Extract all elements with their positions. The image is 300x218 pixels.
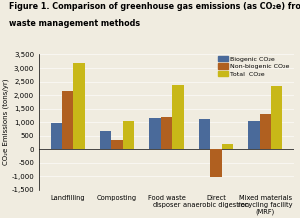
Bar	[210, 149, 222, 177]
Bar	[222, 144, 233, 149]
Bar	[51, 123, 62, 149]
Bar	[172, 85, 184, 149]
Bar	[161, 117, 172, 149]
Bar	[123, 121, 134, 149]
Bar	[149, 118, 161, 149]
Bar	[271, 86, 282, 149]
Bar	[111, 140, 123, 149]
Y-axis label: CO₂e Emissions (tons/yr): CO₂e Emissions (tons/yr)	[2, 79, 9, 165]
Bar	[260, 114, 271, 149]
Legend: Biogenic CO₂e, Non-biogenic CO₂e, Total  CO₂e: Biogenic CO₂e, Non-biogenic CO₂e, Total …	[217, 55, 291, 78]
Text: waste management methods: waste management methods	[9, 19, 140, 27]
Bar	[248, 121, 260, 149]
Bar	[73, 63, 85, 149]
Bar	[199, 119, 210, 149]
Bar	[62, 91, 73, 149]
Text: Figure 1. Comparison of greenhouse gas emissions (as CO₂e) from food: Figure 1. Comparison of greenhouse gas e…	[9, 2, 300, 11]
Bar	[100, 131, 111, 149]
